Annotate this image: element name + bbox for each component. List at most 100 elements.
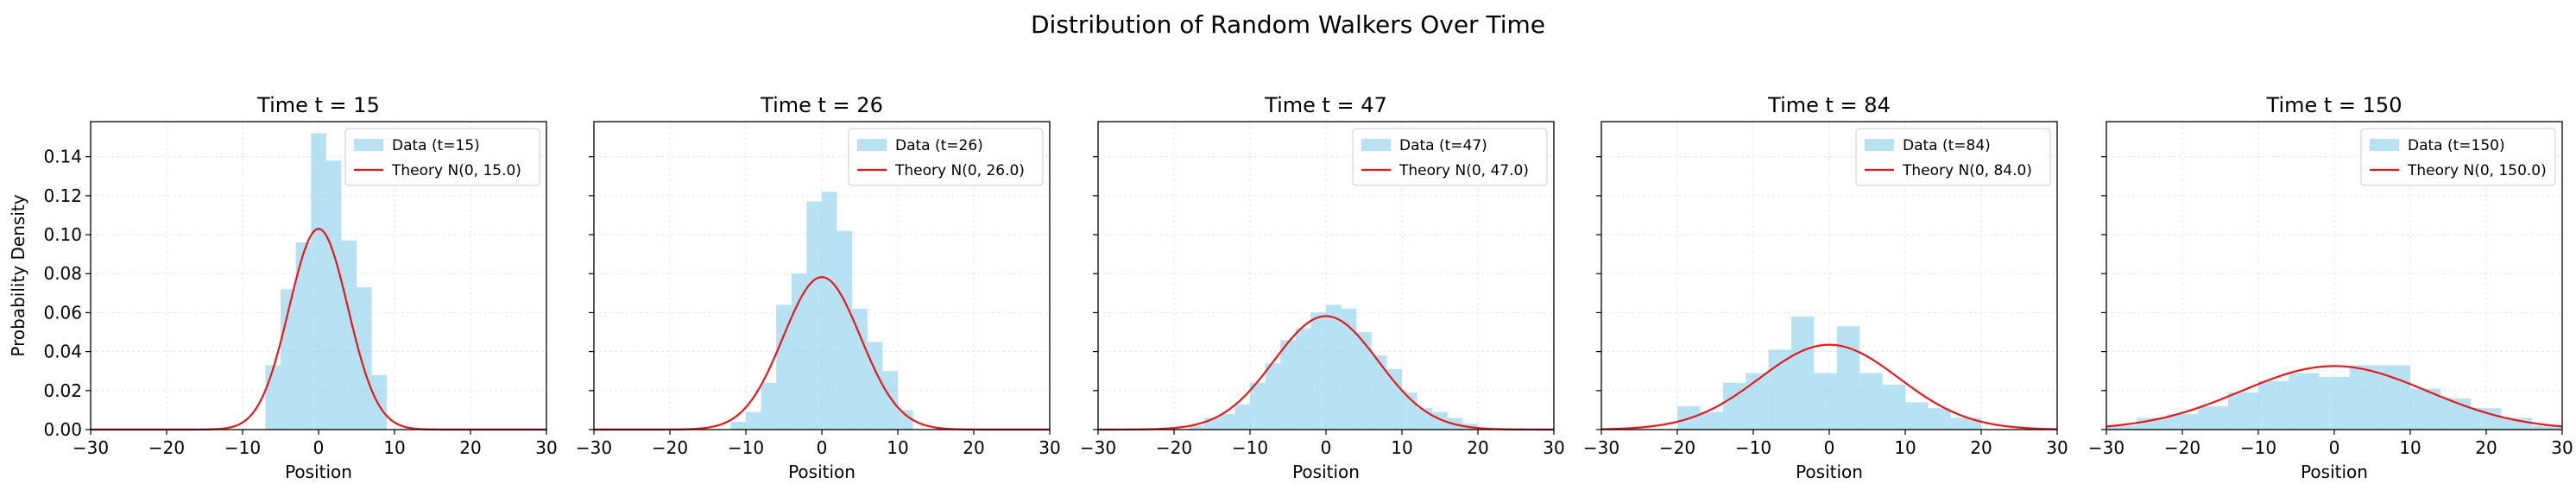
histogram-bar (357, 287, 372, 430)
histogram-bar (2471, 408, 2502, 430)
x-tick-label: −10 (2240, 437, 2276, 458)
histogram-bar (2197, 405, 2228, 430)
x-tick-label: 30 (2046, 437, 2068, 458)
legend-label-theory: Theory N(0, 150.0) (2407, 162, 2547, 179)
histogram-bar (1882, 385, 1905, 430)
histogram-bar (1280, 340, 1296, 430)
panel-3: −30 −20 −10 0 10 20 30 Time t = 47 Position Data … (1080, 93, 1565, 482)
legend-label-data: Data (t=150) (2408, 137, 2505, 154)
x-tick-label: −20 (2164, 437, 2200, 458)
y-tick-label: 0.10 (43, 224, 82, 245)
x-axis-label: Position (2301, 461, 2368, 482)
histogram-bar (822, 191, 837, 430)
histogram-bar (2319, 376, 2350, 430)
histogram-bar (325, 160, 342, 430)
histogram-bar (1836, 326, 1860, 430)
x-ticks: −30 −20 −10 0 10 20 30 (576, 430, 1061, 458)
x-tick-label: −20 (148, 437, 185, 458)
histogram-bar (2106, 425, 2137, 430)
x-tick-label: 0 (1321, 437, 1332, 458)
histogram-bar (1265, 363, 1281, 430)
histogram-bar (1326, 305, 1342, 430)
histogram-bar (1234, 404, 1250, 430)
x-ticks: −30 −20 −10 0 10 20 30 (1080, 430, 1565, 458)
x-tick-label: −20 (652, 437, 688, 458)
histogram-bar (2440, 398, 2472, 430)
legend-box (1352, 128, 1548, 186)
x-tick-label: −10 (728, 437, 764, 458)
x-tick-label: 30 (1543, 437, 1564, 458)
histogram-bar (2258, 380, 2289, 430)
histogram-bar (2379, 365, 2410, 430)
x-tick-label: 0 (313, 437, 325, 458)
panel-title: Time t = 150 (2266, 93, 2402, 117)
x-ticks: −30 −20 −10 0 10 20 30 (73, 430, 558, 458)
theory-curve (1098, 315, 1554, 431)
x-tick-label: 10 (887, 437, 908, 458)
panel-4: −30 −20 −10 0 10 20 30 Time t = 84 Position Data … (1583, 93, 2068, 482)
histogram-bar (311, 133, 326, 430)
legend: Data (t=26) Theory N(0, 26.0) (848, 128, 1044, 186)
histogram-bar (2167, 413, 2198, 430)
y-tick-label: 0.08 (43, 263, 82, 284)
x-axis-label: Position (1796, 461, 1863, 482)
legend-label-theory: Theory N(0, 84.0) (1902, 162, 2032, 179)
y-ticks (1596, 156, 1601, 430)
histogram-bars (1677, 316, 1981, 430)
figure-title: Distribution of Random Walkers Over Time (1031, 10, 1545, 39)
legend-swatch-data (857, 139, 887, 151)
legend-label-data: Data (t=26) (895, 137, 983, 154)
histogram-bar (882, 371, 898, 430)
legend-label-theory: Theory N(0, 47.0) (1398, 162, 1529, 179)
panel-title: Time t = 47 (1264, 93, 1387, 117)
histogram-bar (2531, 425, 2562, 430)
histogram-bar (2227, 392, 2258, 430)
histogram-bars (265, 133, 388, 430)
y-ticks: 0.00 0.02 0.04 0.06 0.08 0.10 0.12 0.14 (43, 147, 91, 440)
y-tick-label: 0.06 (43, 302, 82, 323)
legend-label-data: Data (t=47) (1399, 137, 1487, 154)
histogram-bar (1371, 355, 1387, 430)
panel-5: −30 −20 −10 0 10 20 30 Time t = 150 Position Data… (2088, 93, 2573, 482)
histogram-bars (730, 191, 913, 430)
x-tick-label: −30 (73, 437, 109, 458)
x-axis-label: Position (285, 461, 352, 482)
y-tick-label: 0.12 (43, 185, 82, 206)
legend: Data (t=47) Theory N(0, 47.0) (1352, 128, 1548, 186)
x-tick-label: −30 (2088, 437, 2125, 458)
histogram-bar (1341, 308, 1357, 430)
histogram-bars (2106, 365, 2562, 430)
x-tick-label: 30 (2551, 437, 2573, 458)
x-tick-label: 0 (817, 437, 828, 458)
x-tick-label: −10 (1232, 437, 1268, 458)
x-tick-label: 20 (459, 437, 481, 458)
legend: Data (t=84) Theory N(0, 84.0) (1855, 128, 2051, 186)
theory-curve (2106, 365, 2563, 428)
x-tick-label: 20 (963, 437, 984, 458)
histogram-bar (746, 411, 761, 430)
histogram-bar (1768, 349, 1791, 430)
histogram-bar (776, 305, 792, 430)
y-ticks (589, 156, 594, 430)
legend-label-theory: Theory N(0, 26.0) (894, 162, 1025, 179)
histogram-bar (1356, 332, 1372, 430)
legend-swatch-data (1865, 139, 1894, 151)
histogram-bar (1814, 373, 1837, 430)
histogram-bar (1928, 408, 1951, 430)
histogram-bar (265, 365, 281, 430)
histogram-bar (837, 230, 853, 430)
histogram-bar (1700, 411, 1723, 430)
histogram-bar (1791, 316, 1815, 430)
y-ticks (2101, 156, 2106, 430)
histogram-bar (371, 374, 388, 430)
histogram-bar (1905, 402, 1929, 430)
x-tick-label: −20 (1156, 437, 1192, 458)
legend-label-data: Data (t=84) (1903, 137, 1991, 154)
histogram-bar (867, 342, 883, 430)
histogram-bar (2289, 373, 2320, 430)
x-tick-label: 20 (2475, 437, 2497, 458)
y-tick-label: 0.14 (43, 147, 82, 167)
histogram-bar (898, 410, 913, 430)
x-tick-label: 0 (1824, 437, 1835, 458)
